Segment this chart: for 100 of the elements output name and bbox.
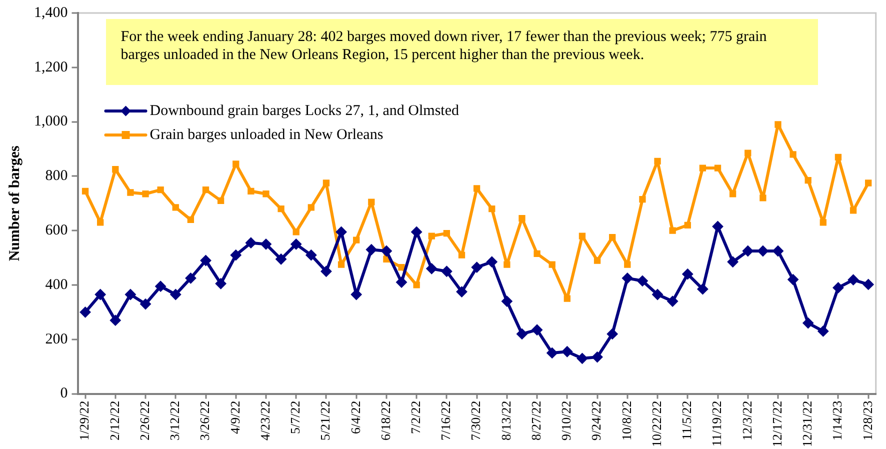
point xyxy=(516,328,528,340)
point xyxy=(380,245,392,256)
point xyxy=(110,314,121,326)
point xyxy=(155,280,166,292)
point xyxy=(760,194,766,202)
point xyxy=(804,176,812,184)
point xyxy=(471,262,482,273)
point xyxy=(456,286,468,298)
point xyxy=(578,232,586,240)
point xyxy=(518,215,526,222)
point xyxy=(306,250,317,261)
point xyxy=(609,234,616,241)
x-tick-label: 3/26/22 xyxy=(197,400,212,441)
point xyxy=(818,326,829,337)
point xyxy=(292,228,300,236)
point xyxy=(426,263,438,274)
x-tick-label: 2/12/22 xyxy=(106,400,122,441)
point xyxy=(97,219,104,226)
point xyxy=(802,318,814,329)
point xyxy=(712,221,724,232)
point xyxy=(336,226,347,238)
point xyxy=(366,244,377,256)
x-tick-label: 8/27/22 xyxy=(528,400,544,441)
point xyxy=(744,150,752,156)
point xyxy=(788,274,799,286)
point xyxy=(308,204,314,211)
point xyxy=(202,186,210,194)
point xyxy=(278,206,284,212)
point xyxy=(413,282,420,288)
point xyxy=(548,261,556,268)
point xyxy=(862,278,874,290)
x-tick-label: 7/30/22 xyxy=(468,400,484,441)
point xyxy=(170,289,182,300)
point xyxy=(322,180,330,186)
point xyxy=(534,250,540,258)
point xyxy=(714,164,722,172)
point xyxy=(729,190,736,198)
y-tick-label: 400 xyxy=(45,276,68,293)
point xyxy=(832,282,844,294)
y-tick-label: 1,200 xyxy=(34,59,68,76)
point xyxy=(260,238,272,250)
point xyxy=(443,230,450,237)
point xyxy=(290,238,302,250)
x-tick-label: 6/18/22 xyxy=(378,400,393,441)
point xyxy=(682,268,694,280)
point xyxy=(368,198,375,206)
x-tick-label: 4/9/22 xyxy=(227,400,242,434)
point xyxy=(396,276,408,288)
x-tick-label: 8/13/22 xyxy=(498,400,514,441)
point xyxy=(697,284,708,295)
point xyxy=(848,274,859,286)
point xyxy=(727,256,738,268)
y-tick-label: 0 xyxy=(60,386,68,402)
point xyxy=(772,245,784,256)
point xyxy=(411,226,422,238)
y-tick-label: 1,400 xyxy=(34,4,68,21)
point xyxy=(232,160,240,168)
x-tick-label: 7/2/22 xyxy=(408,400,423,434)
point xyxy=(142,190,149,198)
point xyxy=(112,166,119,173)
point xyxy=(473,185,480,192)
x-tick-label: 12/31/22 xyxy=(800,400,815,448)
point xyxy=(850,207,857,214)
point xyxy=(532,324,543,336)
point xyxy=(428,232,435,240)
point xyxy=(654,158,661,165)
point xyxy=(594,257,601,264)
x-tick-label: 3/12/22 xyxy=(167,400,182,441)
x-tick-label: 6/4/22 xyxy=(348,400,363,434)
point xyxy=(185,272,196,284)
point xyxy=(622,272,633,284)
point xyxy=(652,289,664,300)
point xyxy=(276,254,287,265)
point xyxy=(562,346,573,358)
point xyxy=(215,278,226,290)
x-tick-label: 7/16/22 xyxy=(438,400,454,441)
point xyxy=(187,216,194,224)
x-tick-label: 4/23/22 xyxy=(257,400,272,441)
point xyxy=(157,186,164,194)
point xyxy=(245,237,256,248)
point xyxy=(757,245,768,256)
point xyxy=(486,256,498,268)
x-tick-label: 1/29/22 xyxy=(76,400,92,441)
point xyxy=(501,296,512,307)
annotation: For the week ending January 28: 402 barges moved down river, 17 fewer than the previous week; 775 grain barges unloaded in the New Orleans Region, 15 percent higher than the previous week. xyxy=(120,28,768,63)
x-tick-label: 2/26/22 xyxy=(136,400,152,441)
x-tick-label: 12/3/22 xyxy=(739,400,754,441)
point xyxy=(124,289,136,300)
point xyxy=(606,328,618,340)
point xyxy=(820,219,826,226)
x-tick-label: 10/22/22 xyxy=(648,400,664,448)
x-tick-label: 11/19/22 xyxy=(709,400,724,447)
point xyxy=(576,352,588,364)
point xyxy=(546,347,558,358)
point xyxy=(441,266,452,277)
point xyxy=(94,289,106,300)
x-tick-label: 9/10/22 xyxy=(558,400,574,441)
point xyxy=(669,227,676,234)
point xyxy=(320,266,332,277)
point xyxy=(624,261,631,268)
